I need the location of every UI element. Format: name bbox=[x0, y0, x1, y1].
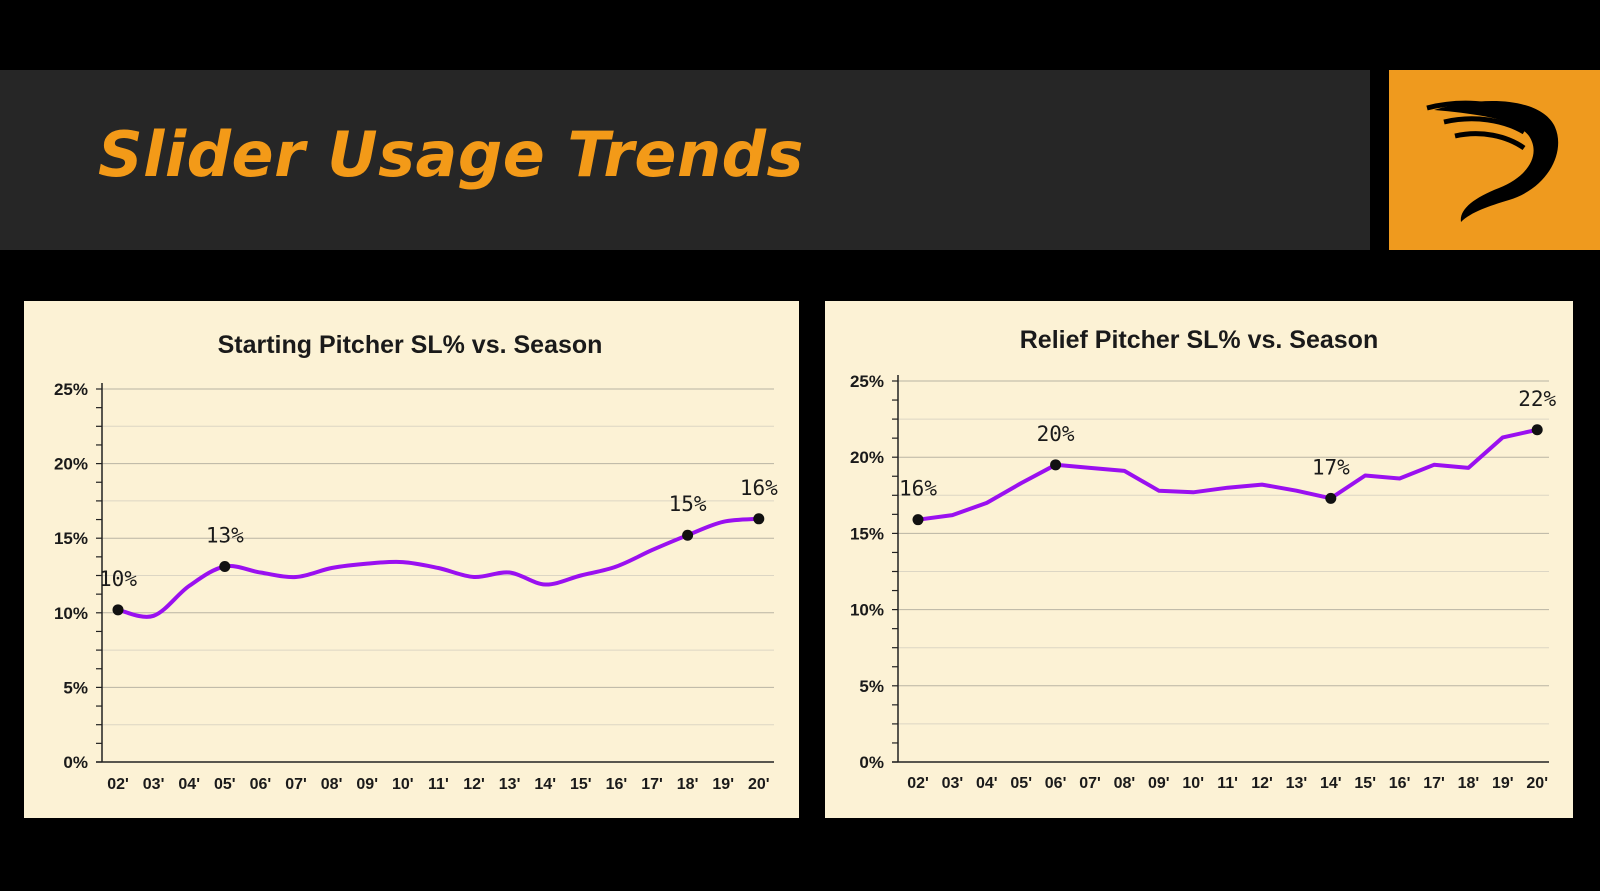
y-tick-label: 0% bbox=[63, 753, 88, 772]
data-point bbox=[753, 513, 765, 525]
y-tick-label: 20% bbox=[54, 455, 88, 474]
y-tick-label: 15% bbox=[850, 524, 884, 543]
data-label: 20% bbox=[1037, 422, 1075, 446]
x-tick-label: 16' bbox=[606, 776, 628, 793]
x-tick-label: 04' bbox=[976, 775, 998, 792]
y-tick-label: 5% bbox=[859, 677, 884, 696]
x-tick-label: 09' bbox=[1148, 775, 1170, 792]
data-point bbox=[1531, 424, 1543, 436]
y-tick-label: 10% bbox=[850, 601, 884, 620]
x-tick-label: 15' bbox=[570, 776, 592, 793]
y-tick-label: 15% bbox=[54, 529, 88, 548]
y-tick-label: 10% bbox=[54, 604, 88, 623]
y-tick-label: 25% bbox=[54, 380, 88, 399]
x-tick-label: 08' bbox=[1114, 775, 1136, 792]
x-tick-label: 13' bbox=[499, 776, 521, 793]
relief-pitcher-chart-panel: Relief Pitcher SL% vs. Season 0% 5% 10% 15%… bbox=[825, 301, 1573, 818]
x-tick-label: 06' bbox=[250, 776, 272, 793]
x-tick-label: 10' bbox=[1182, 775, 1204, 792]
y-tick-label: 0% bbox=[859, 753, 884, 772]
x-tick-label: 03' bbox=[942, 775, 964, 792]
x-tick-label: 12' bbox=[463, 776, 485, 793]
stylized-p-wing-logo-icon bbox=[1426, 100, 1559, 222]
page-title: Slider Usage Trends bbox=[98, 118, 804, 191]
data-label: 17% bbox=[1312, 455, 1350, 479]
data-label: 10% bbox=[99, 567, 137, 591]
x-tick-label: 17' bbox=[1423, 775, 1445, 792]
x-tick-label: 19' bbox=[712, 776, 734, 793]
x-tick-label: 05' bbox=[214, 776, 236, 793]
x-tick-label: 14' bbox=[1320, 775, 1342, 792]
x-tick-label: 19' bbox=[1492, 775, 1514, 792]
relief-pitcher-chart: Relief Pitcher SL% vs. Season 0% 5% 10% 15%… bbox=[850, 326, 1557, 792]
x-tick-label: 11' bbox=[428, 776, 449, 793]
starting-pitcher-chart: Starting Pitcher SL% vs. Season 0% 5% 10% 1… bbox=[54, 331, 778, 793]
data-point bbox=[682, 529, 694, 541]
x-tick-label: 15' bbox=[1354, 775, 1376, 792]
x-tick-label: 02' bbox=[907, 775, 929, 792]
data-label: 16% bbox=[740, 476, 778, 500]
x-tick-label: 07' bbox=[285, 776, 307, 793]
chart-title: Starting Pitcher SL% vs. Season bbox=[218, 331, 603, 359]
y-tick-label: 5% bbox=[63, 678, 88, 697]
series-line bbox=[916, 427, 1540, 522]
brand-logo bbox=[1389, 70, 1600, 250]
chart-title: Relief Pitcher SL% vs. Season bbox=[1020, 326, 1378, 354]
x-tick-label: 20' bbox=[1526, 775, 1548, 792]
x-tick-label: 17' bbox=[641, 776, 663, 793]
x-tick-label: 16' bbox=[1389, 775, 1411, 792]
y-tick-label: 20% bbox=[850, 448, 884, 467]
data-label: 15% bbox=[669, 492, 707, 516]
x-tick-label: 18' bbox=[1458, 775, 1480, 792]
x-tick-label: 02' bbox=[107, 776, 129, 793]
x-tick-label: 10' bbox=[392, 776, 414, 793]
data-label: 16% bbox=[899, 477, 937, 501]
data-point bbox=[1050, 459, 1062, 471]
x-tick-label: 05' bbox=[1010, 775, 1032, 792]
x-tick-label: 12' bbox=[1251, 775, 1273, 792]
x-tick-label: 04' bbox=[178, 776, 200, 793]
x-tick-label: 07' bbox=[1079, 775, 1101, 792]
data-point bbox=[1325, 492, 1337, 504]
x-tick-label: 08' bbox=[321, 776, 343, 793]
x-tick-label: 13' bbox=[1286, 775, 1308, 792]
x-tick-label: 14' bbox=[534, 776, 556, 793]
data-point bbox=[219, 561, 231, 573]
x-tick-label: 03' bbox=[143, 776, 165, 793]
x-tick-label: 11' bbox=[1217, 775, 1238, 792]
x-tick-label: 18' bbox=[677, 776, 699, 793]
data-point bbox=[112, 604, 124, 616]
y-tick-label: 25% bbox=[850, 372, 884, 391]
x-tick-label: 09' bbox=[356, 776, 378, 793]
data-label: 22% bbox=[1518, 387, 1556, 411]
x-tick-label: 06' bbox=[1045, 775, 1067, 792]
starting-pitcher-chart-panel: Starting Pitcher SL% vs. Season 0% 5% 10% 1… bbox=[24, 301, 799, 818]
title-banner bbox=[0, 70, 1370, 250]
x-tick-label: 20' bbox=[748, 776, 770, 793]
data-point bbox=[912, 514, 924, 526]
data-label: 13% bbox=[206, 524, 244, 548]
